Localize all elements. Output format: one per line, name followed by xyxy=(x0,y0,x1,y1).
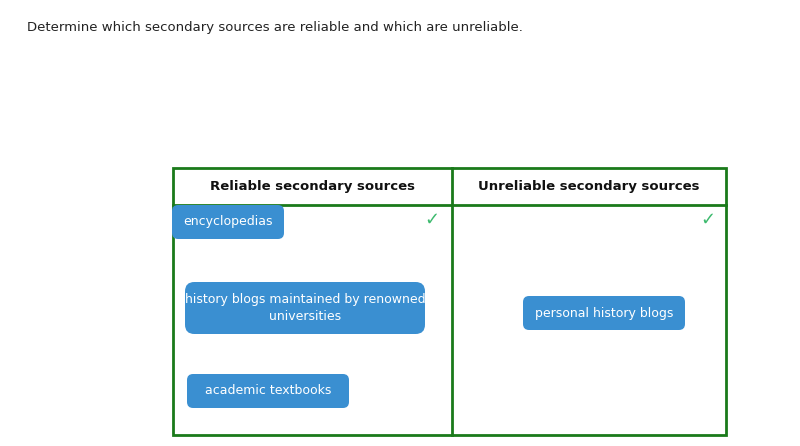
Bar xyxy=(173,168,726,435)
Text: ✓: ✓ xyxy=(425,211,439,229)
Text: academic textbooks: academic textbooks xyxy=(205,384,331,397)
FancyBboxPatch shape xyxy=(185,282,425,334)
Text: Reliable secondary sources: Reliable secondary sources xyxy=(210,180,415,193)
Text: Unreliable secondary sources: Unreliable secondary sources xyxy=(478,180,700,193)
FancyBboxPatch shape xyxy=(187,374,349,408)
Text: encyclopedias: encyclopedias xyxy=(183,215,273,228)
Text: ✓: ✓ xyxy=(701,211,715,229)
Text: history blogs maintained by renowned
universities: history blogs maintained by renowned uni… xyxy=(185,293,426,322)
FancyBboxPatch shape xyxy=(172,205,284,239)
FancyBboxPatch shape xyxy=(523,296,685,330)
Text: Determine which secondary sources are reliable and which are unreliable.: Determine which secondary sources are re… xyxy=(27,21,523,34)
Text: personal history blogs: personal history blogs xyxy=(535,306,673,319)
